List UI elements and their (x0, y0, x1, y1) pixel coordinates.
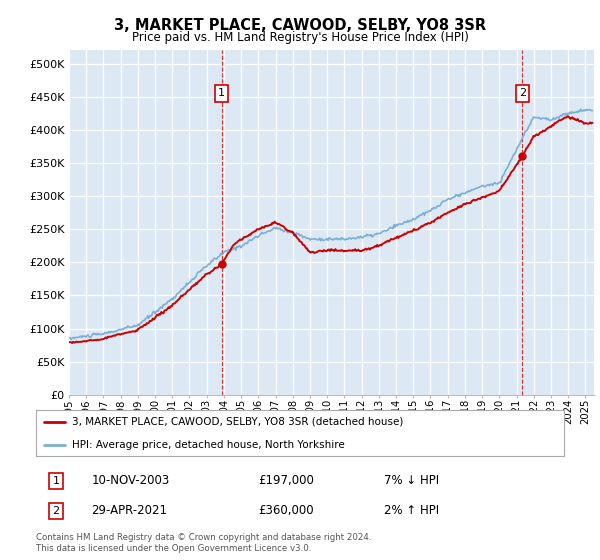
Text: 2: 2 (53, 506, 59, 516)
Text: 1: 1 (218, 88, 225, 99)
Text: Contains HM Land Registry data © Crown copyright and database right 2024.
This d: Contains HM Land Registry data © Crown c… (36, 533, 371, 553)
Text: 3, MARKET PLACE, CAWOOD, SELBY, YO8 3SR (detached house): 3, MARKET PLACE, CAWOOD, SELBY, YO8 3SR … (72, 417, 403, 427)
Text: 7% ↓ HPI: 7% ↓ HPI (385, 474, 440, 487)
Text: £360,000: £360,000 (258, 504, 313, 517)
Text: 2: 2 (518, 88, 526, 99)
Text: 1: 1 (53, 476, 59, 486)
Text: 29-APR-2021: 29-APR-2021 (91, 504, 167, 517)
Text: 3, MARKET PLACE, CAWOOD, SELBY, YO8 3SR: 3, MARKET PLACE, CAWOOD, SELBY, YO8 3SR (114, 18, 486, 33)
Text: £197,000: £197,000 (258, 474, 314, 487)
Text: HPI: Average price, detached house, North Yorkshire: HPI: Average price, detached house, Nort… (72, 440, 344, 450)
Text: 2% ↑ HPI: 2% ↑ HPI (385, 504, 440, 517)
Text: Price paid vs. HM Land Registry's House Price Index (HPI): Price paid vs. HM Land Registry's House … (131, 31, 469, 44)
Text: 10-NOV-2003: 10-NOV-2003 (91, 474, 170, 487)
